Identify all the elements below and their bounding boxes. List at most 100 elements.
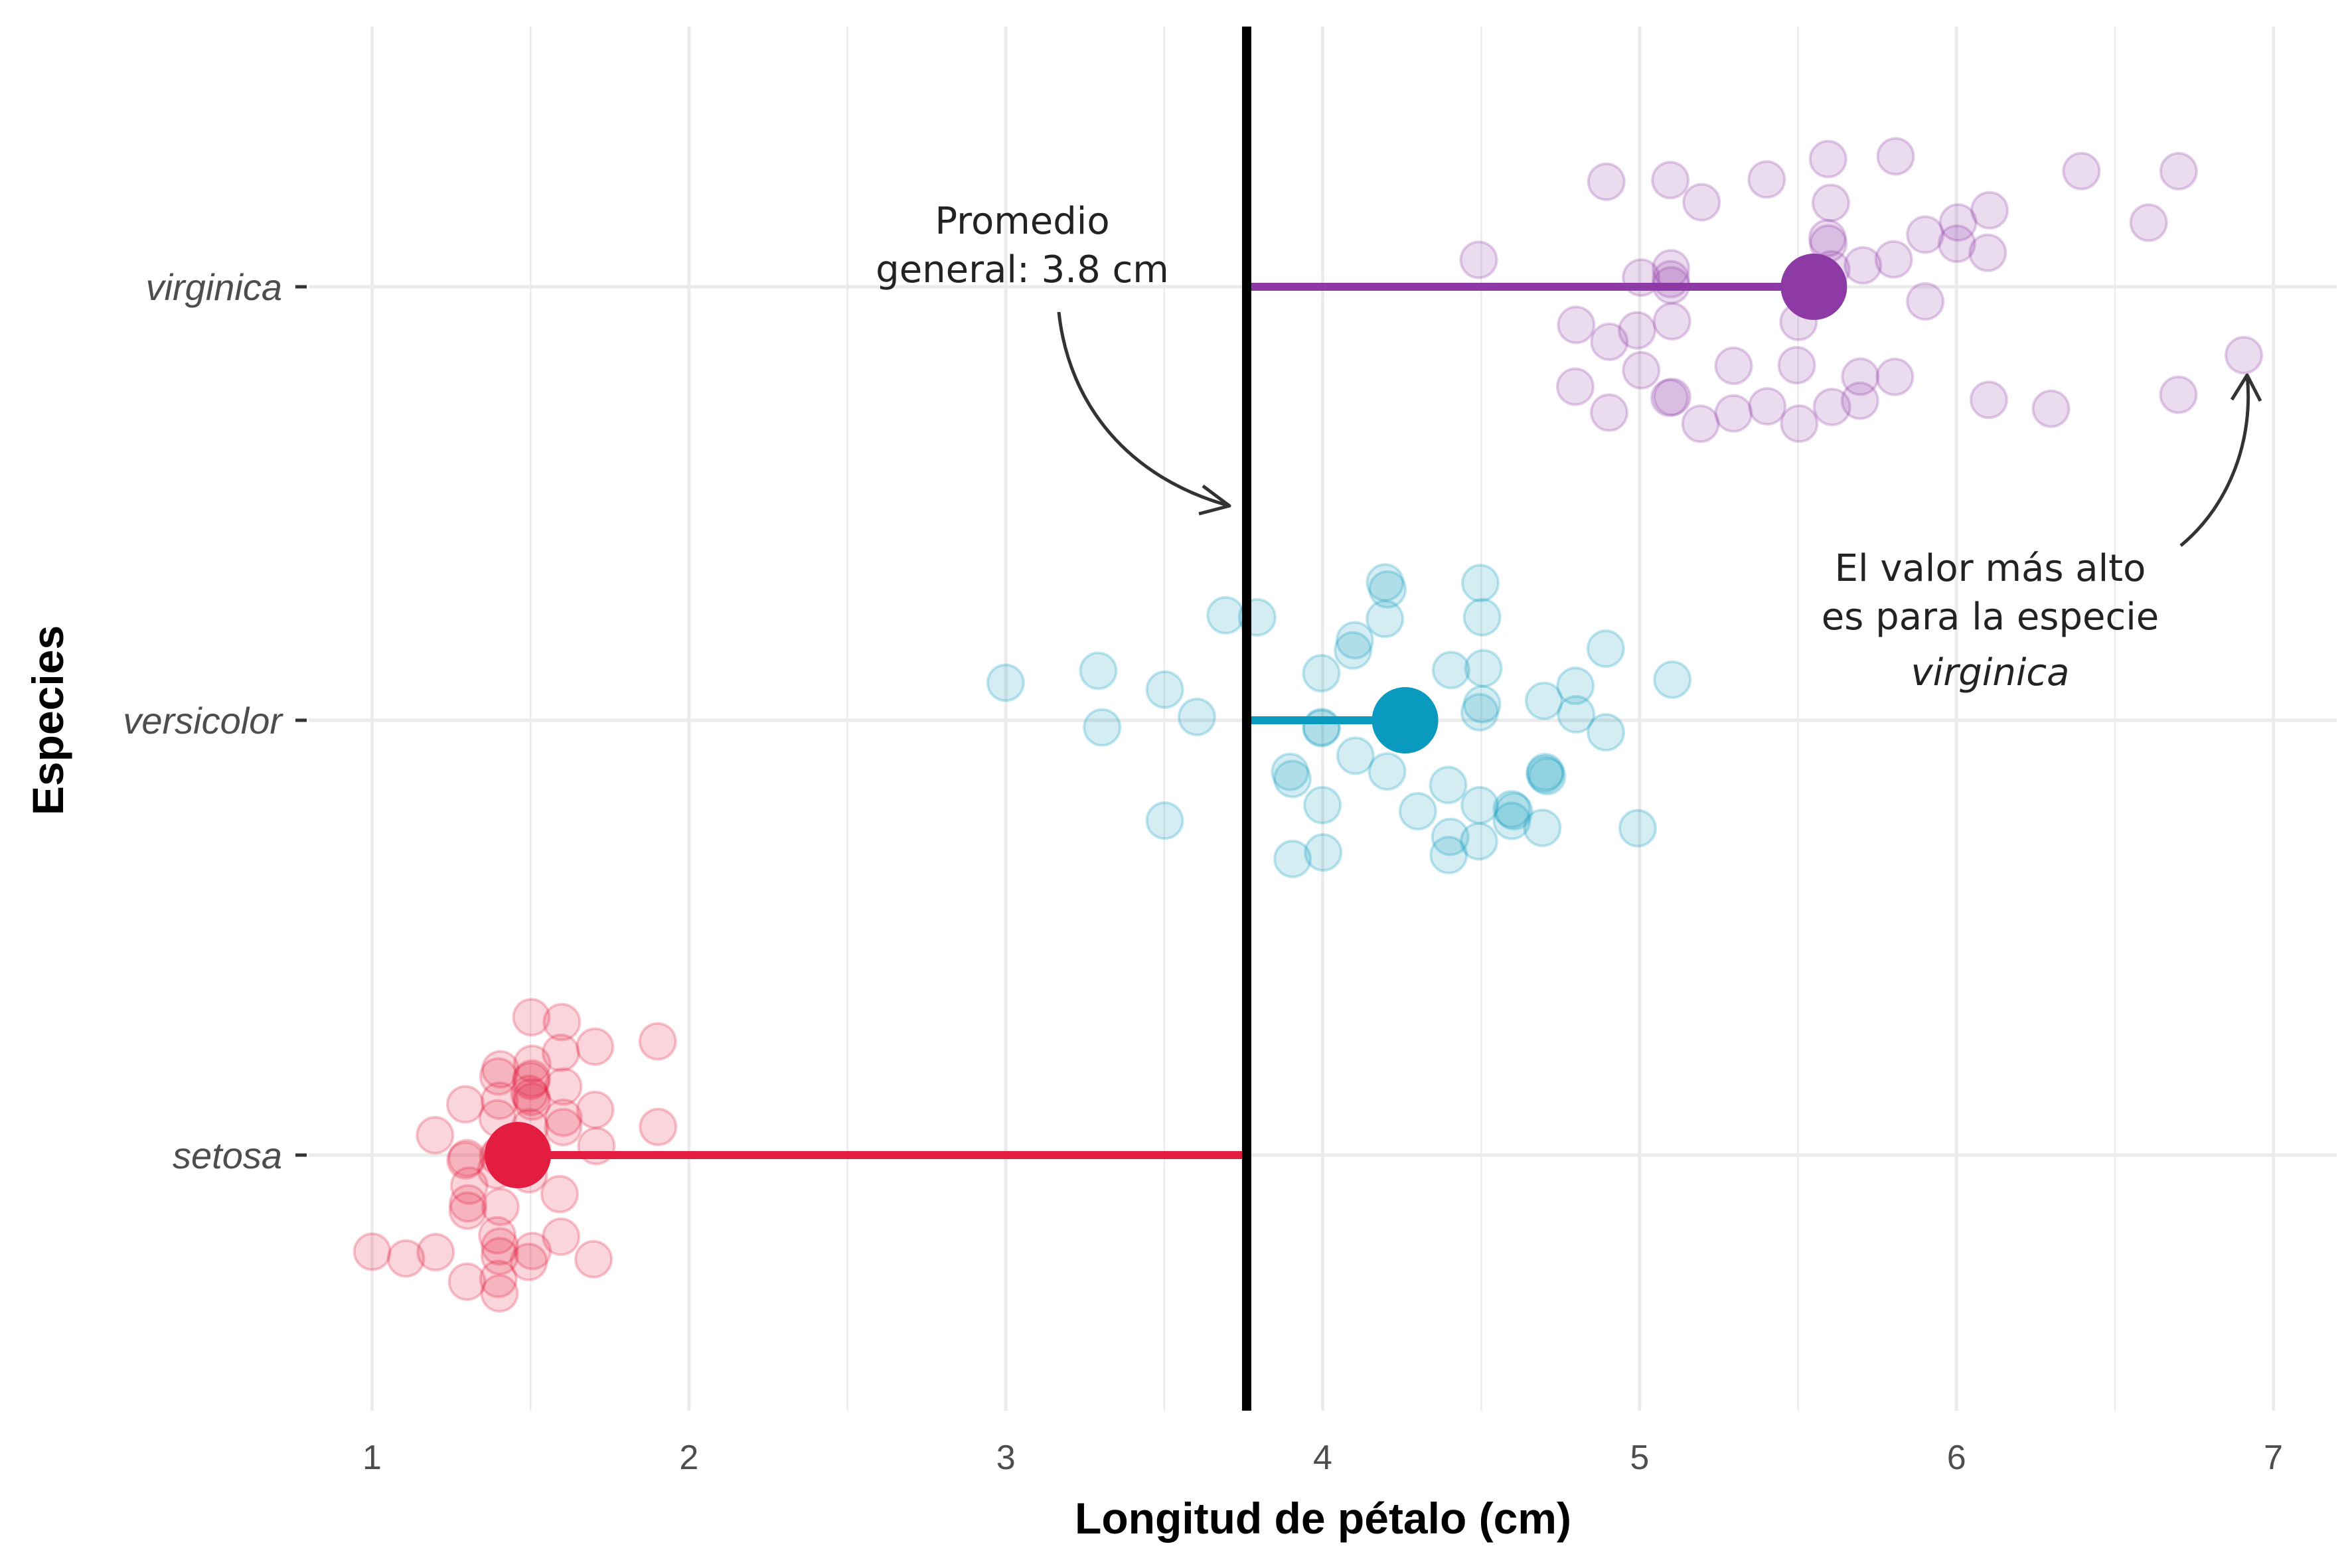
data-point-versicolor bbox=[1586, 629, 1625, 668]
data-point-versicolor bbox=[1431, 651, 1470, 690]
data-point-versicolor bbox=[1273, 839, 1312, 878]
y-tick-label: virginica bbox=[146, 266, 282, 308]
data-point-setosa bbox=[544, 1098, 583, 1137]
data-point-versicolor bbox=[1460, 564, 1500, 603]
data-point-versicolor bbox=[1459, 822, 1498, 861]
data-point-versicolor bbox=[1653, 660, 1692, 699]
mean-annotation-line-1: Promedio bbox=[935, 200, 1109, 243]
data-point-virginica bbox=[1969, 380, 2008, 420]
data-point-versicolor bbox=[1429, 765, 1468, 805]
data-point-virginica bbox=[1875, 357, 1915, 396]
data-point-versicolor bbox=[1303, 785, 1342, 824]
data-point-setosa bbox=[512, 998, 551, 1037]
data-point-virginica bbox=[1650, 378, 1689, 418]
data-point-versicolor bbox=[1302, 654, 1341, 693]
data-point-setosa bbox=[541, 1033, 580, 1072]
data-point-setosa bbox=[480, 1081, 519, 1121]
data-point-versicolor bbox=[1429, 836, 1468, 875]
data-point-versicolor bbox=[1464, 649, 1503, 688]
data-point-setosa bbox=[479, 1057, 518, 1096]
y-tick-label: versicolor bbox=[123, 700, 283, 742]
data-point-virginica bbox=[1618, 311, 1657, 350]
data-point-versicolor bbox=[1335, 621, 1374, 660]
data-point-versicolor bbox=[1368, 752, 1407, 791]
data-point-virginica bbox=[1589, 393, 1628, 432]
data-point-versicolor bbox=[1368, 570, 1407, 609]
y-axis-title: Especies bbox=[23, 625, 72, 815]
mean-point-setosa bbox=[485, 1122, 552, 1188]
data-point-versicolor bbox=[1273, 759, 1312, 799]
data-point-setosa bbox=[511, 1061, 550, 1101]
data-point-setosa bbox=[509, 1242, 548, 1281]
data-point-setosa bbox=[481, 1187, 520, 1226]
data-point-virginica bbox=[1876, 137, 1915, 176]
data-point-virginica bbox=[1587, 162, 1626, 201]
data-point-virginica bbox=[1622, 351, 1661, 390]
data-point-setosa bbox=[544, 1107, 583, 1146]
data-point-virginica bbox=[1590, 322, 1629, 361]
data-point-versicolor bbox=[1618, 809, 1657, 848]
data-point-versicolor bbox=[1334, 631, 1373, 670]
data-point-setosa bbox=[446, 1141, 485, 1180]
data-point-virginica bbox=[1906, 281, 1945, 321]
data-point-versicolor bbox=[1304, 833, 1343, 872]
x-tick-label: 4 bbox=[1313, 1439, 1332, 1477]
data-point-setosa bbox=[448, 1191, 487, 1230]
data-point-versicolor bbox=[1145, 801, 1184, 840]
data-point-virginica bbox=[1555, 367, 1595, 406]
data-point-virginica bbox=[1747, 160, 1786, 199]
y-axis: setosa versicolor virginica bbox=[123, 266, 307, 1176]
data-point-versicolor bbox=[1492, 801, 1531, 840]
data-point-setosa bbox=[481, 1227, 520, 1266]
data-point-setosa bbox=[512, 1082, 552, 1121]
data-point-versicolor bbox=[1079, 651, 1118, 690]
data-point-virginica bbox=[2031, 389, 2071, 428]
data-point-setosa bbox=[576, 1090, 615, 1129]
data-point-setosa bbox=[574, 1239, 613, 1279]
mean-point-virginica bbox=[1780, 254, 1847, 320]
data-point-setosa bbox=[480, 1237, 519, 1276]
data-point-versicolor bbox=[1302, 708, 1341, 747]
data-point-virginica bbox=[1808, 218, 1847, 258]
data-point-setosa bbox=[478, 1215, 517, 1255]
data-point-setosa bbox=[638, 1022, 677, 1061]
data-point-virginica bbox=[1714, 346, 1753, 385]
data-point-versicolor bbox=[1526, 752, 1565, 791]
data-point-versicolor bbox=[1336, 736, 1375, 775]
data-point-virginica bbox=[2225, 335, 2264, 374]
data-point-setosa bbox=[510, 1074, 549, 1113]
x-axis: 1 2 3 4 5 6 7 bbox=[362, 1439, 2283, 1477]
data-point-virginica bbox=[1937, 224, 1976, 264]
data-point-setosa bbox=[639, 1107, 678, 1146]
data-point-versicolor bbox=[1398, 791, 1437, 830]
data-point-setosa bbox=[480, 1274, 519, 1313]
data-point-virginica bbox=[1840, 381, 1879, 420]
data-point-versicolor bbox=[1460, 785, 1500, 824]
data-point-virginica bbox=[2159, 151, 2198, 191]
data-point-versicolor bbox=[1145, 670, 1184, 709]
data-point-virginica bbox=[1748, 387, 1787, 426]
data-point-virginica bbox=[1681, 404, 1720, 443]
data-point-virginica bbox=[1651, 161, 1690, 200]
data-point-virginica bbox=[1459, 240, 1498, 279]
data-point-versicolor bbox=[1494, 792, 1533, 831]
data-point-virginica bbox=[1652, 301, 1691, 341]
data-point-setosa bbox=[512, 1044, 552, 1083]
data-point-versicolor bbox=[1523, 809, 1562, 848]
mean-point-versicolor bbox=[1372, 687, 1439, 753]
data-point-setosa bbox=[576, 1027, 615, 1066]
data-point-setosa bbox=[445, 1085, 485, 1124]
data-point-setosa bbox=[479, 1259, 518, 1298]
data-point-versicolor bbox=[1526, 755, 1565, 794]
data-point-virginica bbox=[1780, 404, 1819, 443]
x-tick-label: 3 bbox=[996, 1439, 1016, 1477]
data-point-setosa bbox=[513, 1231, 552, 1271]
data-point-versicolor bbox=[1462, 684, 1502, 724]
data-point-versicolor bbox=[1366, 599, 1405, 639]
max-annotation-line-3: virginica bbox=[1911, 651, 2070, 694]
data-point-virginica bbox=[1938, 203, 1978, 242]
data-point-virginica bbox=[1777, 346, 1816, 385]
mean-annotation-arrow bbox=[1057, 311, 1230, 508]
data-point-setosa bbox=[542, 1217, 581, 1256]
